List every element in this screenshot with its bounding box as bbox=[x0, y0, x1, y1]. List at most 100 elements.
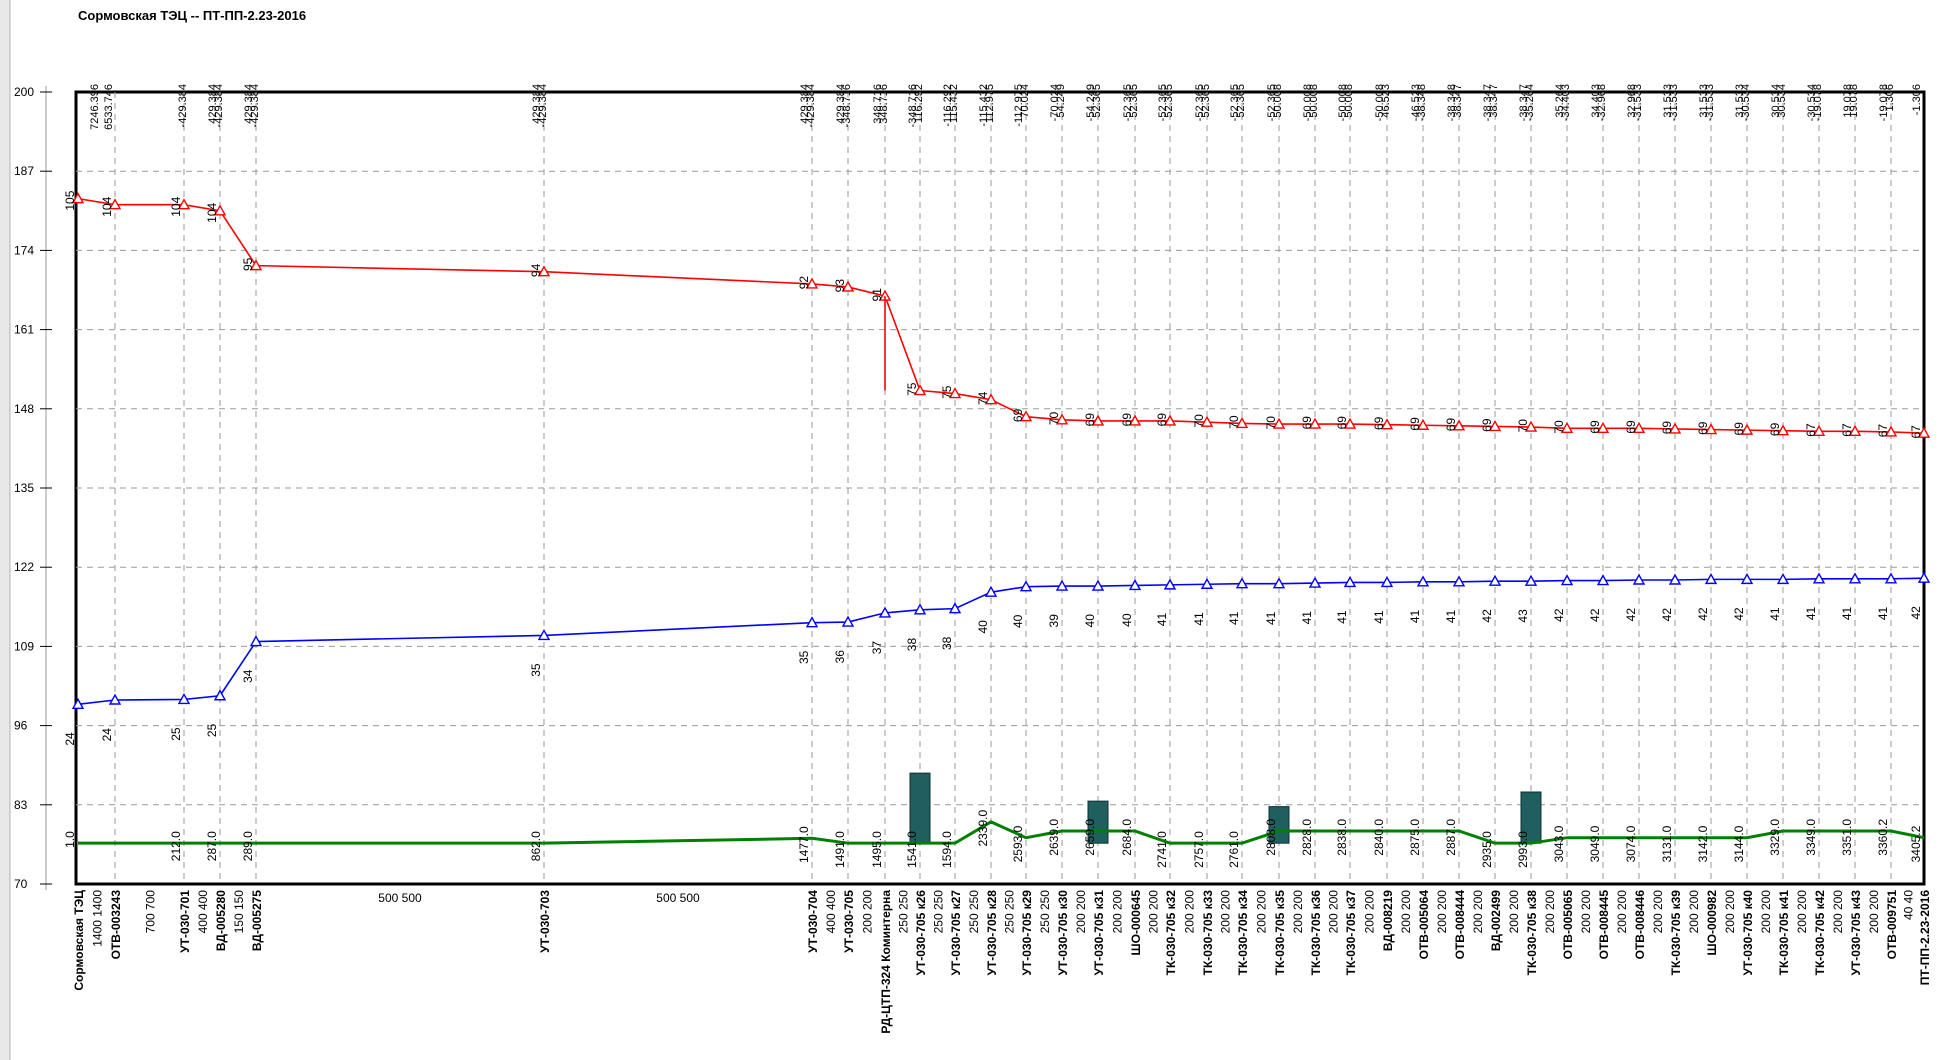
y-tick-label: 83 bbox=[14, 798, 28, 812]
point-label: 2593.0 bbox=[1011, 825, 1025, 862]
top-value-2: -50.008 bbox=[1302, 84, 1314, 121]
node-label: ТК-030-705 к41 bbox=[1777, 890, 1791, 976]
point-label: 2808.0 bbox=[1264, 819, 1278, 856]
pipe-label: 200 200 bbox=[1795, 890, 1809, 934]
point-label: 3043.0 bbox=[1552, 825, 1566, 862]
point-label: 39 bbox=[1047, 614, 1061, 628]
top-value-1: 50.008 bbox=[1272, 84, 1284, 118]
point-label: 94 bbox=[529, 263, 543, 277]
series-point bbox=[805, 616, 819, 628]
series-point bbox=[984, 585, 998, 597]
node-label: Сормовская ТЭЦ bbox=[72, 890, 86, 991]
top-value-2: -50.008 bbox=[1374, 84, 1386, 121]
series-line bbox=[77, 577, 1925, 706]
point-label: 24 bbox=[100, 728, 114, 742]
point-label: 69 bbox=[1408, 417, 1422, 431]
node-label: УТ-030-703 bbox=[538, 890, 552, 953]
series-point bbox=[1740, 423, 1754, 435]
point-label: 69 bbox=[1444, 418, 1458, 432]
top-value-1: 30.534 bbox=[1776, 84, 1788, 118]
top-value-1: 54.249 bbox=[1055, 84, 1067, 118]
top-value-1: -429.384 bbox=[805, 84, 817, 127]
point-label: 69 bbox=[1120, 413, 1134, 427]
point-label: 2659.0 bbox=[1083, 819, 1097, 856]
node-label: ВД-002499 bbox=[1489, 890, 1503, 951]
series-point bbox=[1917, 426, 1931, 438]
series-point bbox=[1488, 574, 1502, 586]
pipe-label: 200 200 bbox=[1507, 890, 1521, 934]
series-point bbox=[1235, 416, 1249, 429]
node-label: УТ-030-705 к26 bbox=[914, 890, 928, 976]
point-label: 70 bbox=[1552, 420, 1566, 434]
point-label: 91 bbox=[870, 288, 884, 302]
top-value-2: 429.384 bbox=[243, 84, 255, 124]
y-tick-label: 161 bbox=[14, 323, 34, 337]
point-label: 42 bbox=[1588, 608, 1602, 622]
y-tick-label: 135 bbox=[14, 481, 34, 495]
node-label: УТ-030-705 bbox=[842, 890, 856, 953]
top-value-2: -348.716 bbox=[907, 84, 919, 127]
point-label: 37 bbox=[870, 641, 884, 655]
point-label: 2838.0 bbox=[1335, 819, 1349, 856]
top-values: 7246.396 -429.384 -429.384 -429.384 -429.384… bbox=[89, 84, 1923, 130]
point-label: 41 bbox=[1155, 613, 1169, 627]
y-tick-label: 96 bbox=[14, 719, 28, 733]
point-label: 93 bbox=[833, 279, 847, 293]
top-value-2: -38.347 bbox=[1482, 84, 1494, 121]
top-value-2: -19.078 bbox=[1878, 84, 1890, 121]
series-point bbox=[1272, 417, 1286, 429]
node-label: ТК-030-705 к32 bbox=[1164, 890, 1178, 976]
point-label: 75 bbox=[940, 385, 954, 399]
point-label: 74 bbox=[976, 391, 990, 405]
point-label: 3142.0 bbox=[1696, 825, 1710, 862]
point-label: 70 bbox=[1047, 411, 1061, 425]
point-label: 3351.0 bbox=[1840, 819, 1854, 856]
series-point bbox=[1308, 417, 1322, 429]
pipe-label: 200 200 bbox=[1291, 890, 1305, 934]
node-label: УТ-030-705 к29 bbox=[1020, 890, 1034, 976]
point-label: 40 bbox=[976, 620, 990, 634]
series-point bbox=[1632, 573, 1646, 585]
top-value-1: 52.365 bbox=[1200, 84, 1212, 118]
top-value-2: 32.968 bbox=[1626, 84, 1638, 118]
series-point bbox=[1308, 576, 1322, 588]
series-point bbox=[1488, 420, 1502, 432]
top-value-2: -70.024 bbox=[1049, 84, 1061, 121]
top-value-1: 46.523 bbox=[1380, 84, 1392, 118]
series-point bbox=[1596, 421, 1610, 433]
point-label: 34 bbox=[241, 669, 255, 683]
top-value-2: -52.365 bbox=[1157, 84, 1169, 121]
grid bbox=[76, 92, 1924, 884]
pipe-label: 200 200 bbox=[1543, 890, 1557, 934]
series-point bbox=[1235, 577, 1249, 589]
top-value-2: 31.533 bbox=[1662, 84, 1674, 118]
node-label: ВД-005275 bbox=[250, 890, 264, 951]
pipe-label: 200 200 bbox=[1219, 890, 1233, 934]
node-label: ТК-030-705 к42 bbox=[1813, 890, 1827, 976]
point-label: 69 bbox=[1660, 421, 1674, 435]
point-label: 287.0 bbox=[205, 831, 219, 861]
series-point bbox=[1776, 572, 1790, 585]
series-point bbox=[913, 384, 927, 396]
node-label: ШО-000982 bbox=[1705, 890, 1719, 956]
pipe-label: 150 150 bbox=[232, 890, 246, 934]
point-label: 24 bbox=[63, 732, 77, 746]
point-label: 70 bbox=[1264, 416, 1278, 430]
point-label: 40 bbox=[1120, 613, 1134, 627]
top-value-1: -32.968 bbox=[1596, 84, 1608, 121]
series-point bbox=[1812, 572, 1826, 584]
node-label: ТК-030-705 к36 bbox=[1309, 890, 1323, 976]
top-value-2: 19.078 bbox=[1842, 84, 1854, 118]
node-label: ОТВ-003243 bbox=[109, 890, 123, 960]
point-label: 1477.0 bbox=[797, 826, 811, 863]
series-point bbox=[1740, 572, 1754, 585]
columns bbox=[909, 772, 1542, 844]
pipe-label: 200 200 bbox=[1111, 890, 1125, 934]
point-label: 35 bbox=[529, 663, 543, 677]
series-point bbox=[841, 280, 855, 292]
top-value-1: -31.533 bbox=[1668, 84, 1680, 121]
series-point bbox=[878, 606, 892, 618]
top-value-1: 50.008 bbox=[1308, 84, 1320, 118]
top-value-1: 116.292 bbox=[913, 84, 925, 123]
top-value-1: 1.306 bbox=[1884, 84, 1896, 112]
